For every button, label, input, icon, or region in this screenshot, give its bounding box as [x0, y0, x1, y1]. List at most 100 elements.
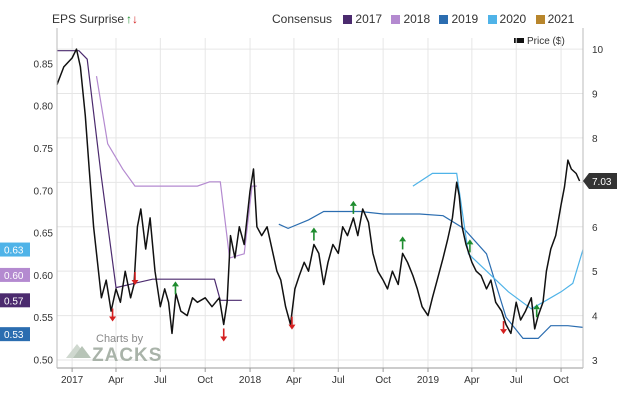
legend-swatch [439, 15, 449, 24]
badge-background [0, 267, 30, 282]
arrow-head [220, 336, 228, 342]
legend-item-2017[interactable]: 2017 [343, 12, 382, 26]
surprise-arrow-down-icon [288, 316, 296, 330]
arrow-head [349, 200, 357, 206]
surprise-arrow-down-icon [109, 308, 117, 322]
arrow-head [466, 239, 474, 245]
x-tick-label: Apr [286, 375, 302, 386]
left-tick-label: 0.75 [34, 144, 54, 155]
left-tick-label: 0.70 [34, 186, 54, 197]
x-tick-label: Jul [154, 375, 167, 386]
surprise-down-arrow-icon: ↓ [132, 12, 139, 26]
legend-swatch [343, 15, 353, 24]
surprise-arrow-up-icon [310, 227, 318, 241]
surprise-up-arrow-icon: ↑ [126, 12, 133, 26]
x-tick-label: 2018 [239, 375, 262, 386]
legend-swatch [487, 15, 497, 24]
eps-surprise-header: EPS Surprise ↑↓ [52, 12, 138, 26]
eps-surprise-label: EPS Surprise [52, 12, 125, 26]
surprise-arrow-down-icon [500, 321, 508, 335]
left-tick-label: 0.85 [34, 59, 54, 70]
right-tick-label: 6 [592, 223, 598, 234]
left-tick-label: 0.80 [34, 102, 54, 113]
x-tick-label: 2019 [417, 375, 440, 386]
left-value-badge: 0.53 [0, 327, 30, 342]
x-tick-label: Jul [510, 375, 523, 386]
surprise-arrow-up-icon [171, 281, 179, 295]
right-tick-label: 9 [592, 90, 598, 101]
price-legend-swatch [514, 38, 524, 43]
x-tick-label: Oct [197, 375, 213, 386]
zacks-logo-icon [66, 344, 91, 358]
arrow-head [533, 304, 541, 310]
left-tick-label: 0.55 [34, 313, 54, 324]
consensus-line-2017 [57, 50, 242, 301]
right-tick-label: 10 [592, 45, 604, 56]
left-tick-label: 0.50 [34, 356, 54, 367]
legend-item-2021[interactable]: 2021 [535, 12, 575, 26]
value-badges: 0.63 0.60 0.57 0.53 7.03 [0, 173, 617, 342]
consensus-label: Consensus [272, 12, 333, 26]
zacks-branding: Charts by ZACKS [66, 333, 162, 366]
price-series-line [56, 48, 581, 335]
surprise-arrow-down-icon [131, 272, 139, 286]
right-tick-label: 4 [592, 312, 598, 323]
axes: 2017 Apr Jul Oct 2018 Apr Jul Oct 2019 Apr Jul Oct 0… [34, 28, 604, 386]
arrow-head [171, 281, 179, 287]
left-value-badge: 0.63 [0, 242, 30, 257]
left-value-badge: 0.60 [0, 267, 30, 282]
legend-label: 2020 [499, 12, 527, 26]
surprise-arrow-up-icon [533, 304, 541, 318]
branding-line1: Charts by [96, 333, 144, 345]
price-line [56, 48, 581, 335]
badge-background [0, 293, 30, 308]
badge-label: 0.53 [4, 330, 24, 341]
x-tick-label: 2017 [61, 375, 84, 386]
badge-label: 0.57 [4, 296, 24, 307]
surprise-arrow-down-icon [220, 328, 228, 342]
badge-label: 7.03 [592, 177, 612, 188]
arrow-head [109, 316, 117, 322]
legend-label: 2018 [403, 12, 431, 26]
x-tick-label: Apr [108, 375, 124, 386]
legend-label: 2021 [547, 12, 575, 26]
surprise-arrows [109, 200, 541, 342]
branding-line2: ZACKS [92, 345, 162, 366]
consensus-line-2020 [412, 172, 584, 310]
badge-background [583, 173, 617, 190]
arrow-head [500, 329, 508, 335]
surprise-arrow-up-icon [466, 239, 474, 253]
badge-background [0, 242, 30, 257]
arrow-head [399, 236, 407, 242]
consensus-line-2018 [95, 76, 257, 259]
left-tick-label: 0.65 [34, 229, 54, 240]
legend-swatch [535, 15, 545, 24]
surprise-arrow-up-icon [349, 200, 357, 214]
surprise-arrow-up-icon [399, 236, 407, 250]
x-tick-label: Oct [375, 375, 391, 386]
consensus-line-2019 [278, 210, 584, 339]
legend-item-2020[interactable]: 2020 [487, 12, 527, 26]
price-value-badge: 7.03 [583, 173, 617, 190]
right-tick-label: 3 [592, 356, 598, 367]
x-tick-label: Apr [464, 375, 480, 386]
badge-label: 0.60 [4, 271, 24, 282]
legend-label: 2019 [451, 12, 479, 26]
x-tick-label: Oct [553, 375, 569, 386]
x-tick-label: Jul [332, 375, 345, 386]
left-value-badge: 0.57 [0, 293, 30, 308]
arrow-head [131, 280, 139, 286]
right-tick-label: 5 [592, 267, 598, 278]
arrow-head [288, 324, 296, 330]
price-legend[interactable]: Price ($) [514, 36, 565, 47]
badge-background [0, 327, 30, 342]
consensus-legend: Consensus 2017 2018 2019 2020 2021 [272, 12, 574, 26]
legend-item-2018[interactable]: 2018 [391, 12, 430, 26]
legend-item-2019[interactable]: 2019 [439, 12, 478, 26]
legend-swatch [391, 15, 401, 24]
badge-label: 0.63 [4, 246, 24, 257]
arrow-head [310, 227, 318, 233]
price-legend-label: Price ($) [527, 36, 565, 47]
right-tick-label: 8 [592, 134, 598, 145]
